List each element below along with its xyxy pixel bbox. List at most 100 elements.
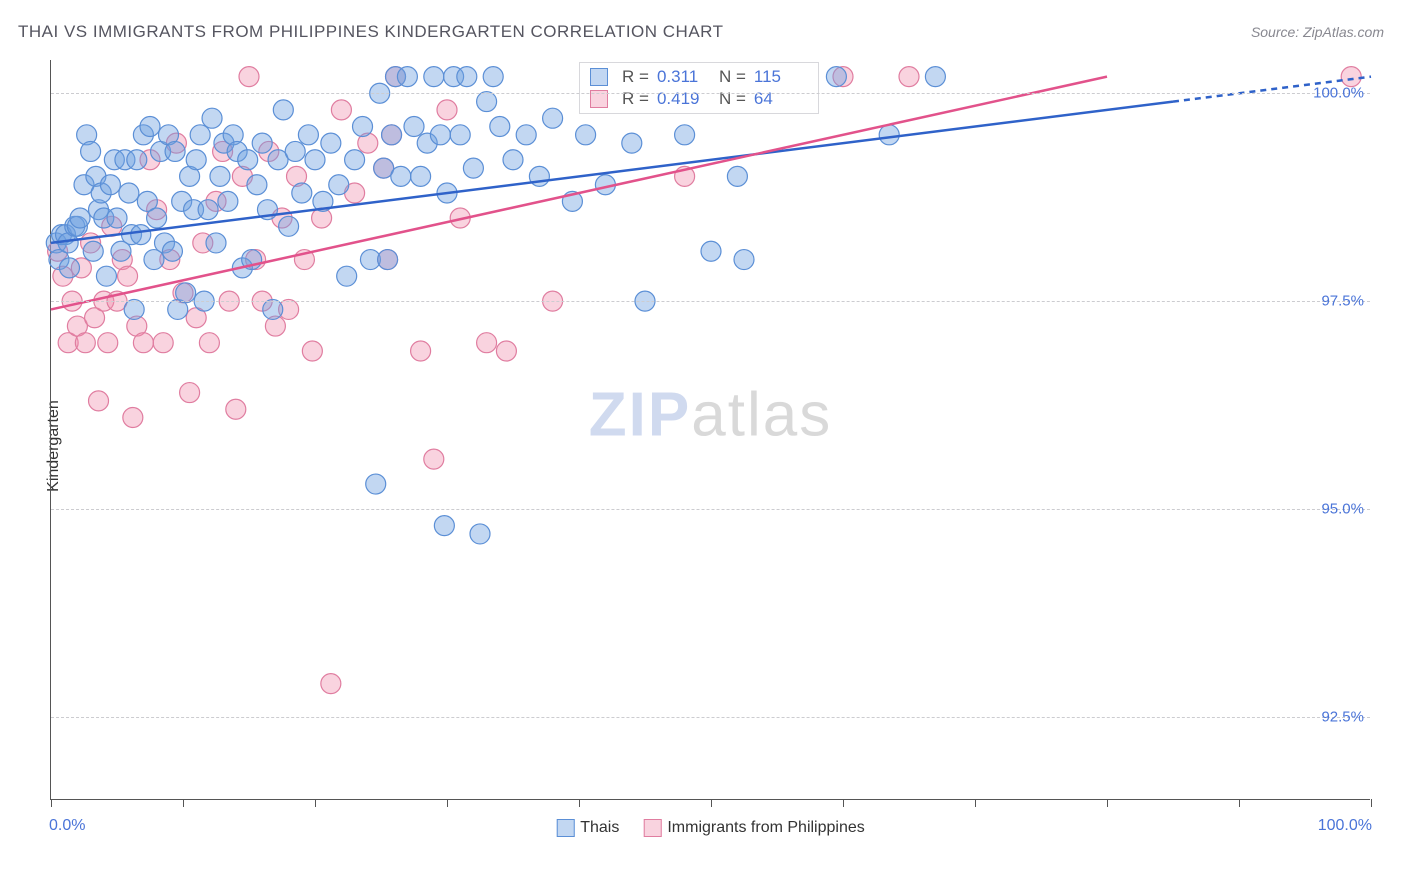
point-thais bbox=[127, 150, 147, 170]
xtick bbox=[1107, 799, 1108, 807]
point-thais bbox=[321, 133, 341, 153]
point-thais bbox=[198, 200, 218, 220]
point-thais bbox=[353, 117, 373, 137]
xtick bbox=[843, 799, 844, 807]
point-thais bbox=[430, 125, 450, 145]
point-thais bbox=[247, 175, 267, 195]
point-thais bbox=[206, 233, 226, 253]
point-thais bbox=[70, 208, 90, 228]
point-phil bbox=[199, 333, 219, 353]
point-phil bbox=[899, 67, 919, 87]
chart-title: THAI VS IMMIGRANTS FROM PHILIPPINES KIND… bbox=[18, 22, 724, 42]
point-phil bbox=[477, 333, 497, 353]
swatch-thais-icon bbox=[556, 819, 574, 837]
point-thais bbox=[176, 283, 196, 303]
point-thais bbox=[210, 166, 230, 186]
point-thais bbox=[238, 150, 258, 170]
point-thais bbox=[516, 125, 536, 145]
point-thais bbox=[81, 141, 101, 161]
point-thais bbox=[463, 158, 483, 178]
point-thais bbox=[147, 208, 167, 228]
point-phil bbox=[153, 333, 173, 353]
point-phil bbox=[123, 408, 143, 428]
legend-item-philippines: Immigrants from Philippines bbox=[643, 819, 864, 837]
point-thais bbox=[543, 108, 563, 128]
point-phil bbox=[133, 333, 153, 353]
point-thais bbox=[470, 524, 490, 544]
x-max-label: 100.0% bbox=[1318, 817, 1372, 835]
xtick bbox=[711, 799, 712, 807]
point-thais bbox=[345, 150, 365, 170]
point-phil bbox=[331, 100, 351, 120]
point-thais bbox=[329, 175, 349, 195]
point-thais bbox=[96, 266, 116, 286]
point-thais bbox=[826, 67, 846, 87]
gridline bbox=[51, 301, 1370, 302]
point-thais bbox=[366, 474, 386, 494]
swatch-philippines-icon bbox=[643, 819, 661, 837]
point-phil bbox=[1341, 67, 1361, 87]
point-thais bbox=[107, 208, 127, 228]
point-thais bbox=[140, 117, 160, 137]
chart-source: Source: ZipAtlas.com bbox=[1251, 24, 1384, 40]
point-thais bbox=[477, 92, 497, 112]
plot-area: ZIPatlas R =0.311 N =115 R =0.419 N =64 … bbox=[50, 60, 1370, 800]
point-thais bbox=[263, 299, 283, 319]
point-thais bbox=[404, 117, 424, 137]
point-phil bbox=[424, 449, 444, 469]
point-thais bbox=[273, 100, 293, 120]
swatch-thais bbox=[590, 68, 608, 86]
point-thais bbox=[503, 150, 523, 170]
point-phil bbox=[321, 674, 341, 694]
ytick-label: 95.0% bbox=[1321, 500, 1364, 517]
point-phil bbox=[437, 100, 457, 120]
point-thais bbox=[424, 67, 444, 87]
scatter-svg bbox=[51, 60, 1370, 799]
xtick bbox=[315, 799, 316, 807]
point-thais bbox=[483, 67, 503, 87]
point-thais bbox=[285, 141, 305, 161]
point-thais bbox=[59, 258, 79, 278]
point-thais bbox=[162, 241, 182, 261]
xtick bbox=[579, 799, 580, 807]
ytick-label: 97.5% bbox=[1321, 293, 1364, 310]
correlation-legend: R =0.311 N =115 R =0.419 N =64 bbox=[579, 62, 819, 114]
xtick bbox=[51, 799, 52, 807]
point-thais bbox=[701, 241, 721, 261]
point-phil bbox=[180, 383, 200, 403]
gridline bbox=[51, 93, 1370, 94]
gridline bbox=[51, 717, 1370, 718]
point-phil bbox=[239, 67, 259, 87]
point-thais bbox=[434, 516, 454, 536]
xtick bbox=[975, 799, 976, 807]
x-min-label: 0.0% bbox=[49, 817, 85, 835]
point-thais bbox=[734, 250, 754, 270]
ytick-label: 100.0% bbox=[1313, 85, 1364, 102]
point-thais bbox=[190, 125, 210, 145]
point-thais bbox=[100, 175, 120, 195]
gridline bbox=[51, 509, 1370, 510]
series-legend: Thais Immigrants from Philippines bbox=[556, 819, 865, 837]
point-thais bbox=[382, 125, 402, 145]
point-thais bbox=[397, 67, 417, 87]
point-phil bbox=[496, 341, 516, 361]
point-thais bbox=[925, 67, 945, 87]
point-thais bbox=[727, 166, 747, 186]
xtick bbox=[183, 799, 184, 807]
legend-row-philippines: R =0.419 N =64 bbox=[590, 89, 808, 109]
point-thais bbox=[131, 225, 151, 245]
point-thais bbox=[305, 150, 325, 170]
point-thais bbox=[186, 150, 206, 170]
point-thais bbox=[879, 125, 899, 145]
point-thais bbox=[337, 266, 357, 286]
ytick-label: 92.5% bbox=[1321, 708, 1364, 725]
point-thais bbox=[675, 125, 695, 145]
point-thais bbox=[490, 117, 510, 137]
legend-item-thais: Thais bbox=[556, 819, 619, 837]
point-phil bbox=[89, 391, 109, 411]
point-thais bbox=[298, 125, 318, 145]
point-thais bbox=[83, 241, 103, 261]
point-thais bbox=[292, 183, 312, 203]
xtick bbox=[1371, 799, 1372, 807]
xtick bbox=[447, 799, 448, 807]
